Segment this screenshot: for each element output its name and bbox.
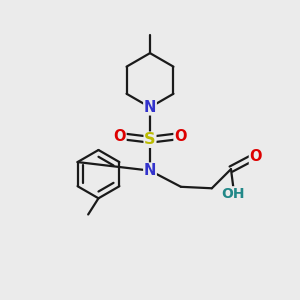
- Text: OH: OH: [222, 187, 245, 201]
- Text: N: N: [144, 100, 156, 115]
- Text: O: O: [113, 129, 126, 144]
- Text: S: S: [144, 132, 156, 147]
- Text: O: O: [250, 149, 262, 164]
- Text: N: N: [144, 163, 156, 178]
- Text: O: O: [174, 129, 187, 144]
